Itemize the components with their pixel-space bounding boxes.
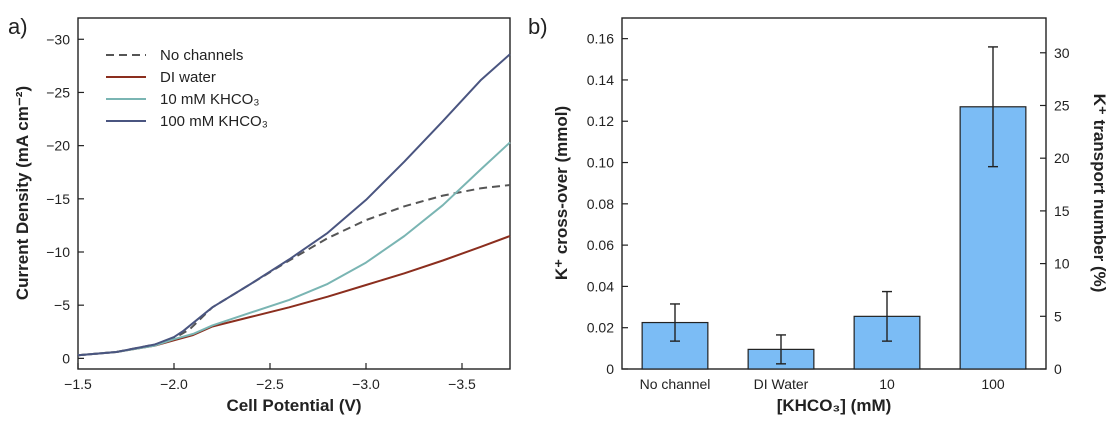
y-tick-label-b: 0	[606, 361, 614, 377]
y-tick-label-a: −25	[46, 84, 70, 100]
y-tick-label-a: 0	[62, 350, 70, 366]
line-chart: −1.5 −2.0 −2.5 −3.0 −3.5 0−5−10−15−20−25−30 …	[13, 17, 511, 415]
y2-tick-label-b: 25	[1054, 97, 1070, 113]
series-lines	[77, 53, 511, 357]
category-label-1: No channel	[640, 376, 711, 392]
y-tick-label-b: 0.08	[587, 196, 614, 212]
x-tick-label-a: −3.5	[448, 376, 476, 392]
y-axis-label-b: K⁺ cross-over (mmol)	[552, 106, 571, 280]
category-label-2: DI Water	[754, 376, 809, 392]
series-line-2	[77, 235, 511, 357]
y-tick-label-a: −5	[54, 297, 70, 313]
legend-label-1: No channels	[160, 47, 243, 64]
x-tick-label-a: −2.0	[160, 376, 188, 392]
y2-tick-label-b: 20	[1054, 150, 1070, 166]
y2-axis-label-b: K⁺ transport number (%)	[1090, 94, 1109, 293]
legend: No channels DI water 10 mM KHCO₃ 100 mM KHC…	[106, 47, 268, 130]
legend-label-4: 100 mM KHCO₃	[160, 113, 268, 130]
y2-tick-label-b: 30	[1054, 45, 1070, 61]
bars: No channel DI Water 10 100	[640, 46, 1027, 392]
y-tick-label-a: −30	[46, 31, 70, 47]
x-tick-label-a: −2.5	[256, 376, 284, 392]
legend-label-3: 10 mM KHCO₃	[160, 91, 259, 108]
category-label-3: 10	[879, 376, 895, 392]
y-tick-label-a: −15	[46, 191, 70, 207]
y-tick-label-a: −20	[46, 138, 70, 154]
y-ticks-b: 0 0.02 0.04 0.06 0.08 0.10 0.12 0.14 0.16	[587, 31, 628, 377]
bar-chart: 0 0.02 0.04 0.06 0.08 0.10 0.12 0.14 0.16 0 5 10 15…	[552, 17, 1109, 415]
x-tick-label-a: −1.5	[64, 376, 92, 392]
y-axis-label-a: Current Density (mA cm⁻²)	[13, 86, 32, 300]
y-tick-label-b: 0.06	[587, 237, 614, 253]
y2-tick-label-b: 0	[1054, 361, 1062, 377]
x-axis-label-b: [KHCO₃] (mM)	[777, 396, 892, 415]
y-tick-label-b: 0.12	[587, 113, 614, 129]
y-tick-label-b: 0.04	[587, 278, 614, 294]
series-line-1	[77, 184, 511, 357]
y2-ticks-b: 0 5 10 15 20 25 30	[1040, 45, 1070, 377]
y2-tick-label-b: 15	[1054, 203, 1070, 219]
series-line-4	[77, 53, 511, 357]
x-ticks-a: −1.5 −2.0 −2.5 −3.0 −3.5	[64, 363, 476, 392]
y-tick-label-b: 0.02	[587, 320, 614, 336]
plot-frame-a	[77, 17, 511, 370]
panel-b-label: b)	[528, 14, 548, 39]
y2-tick-label-b: 5	[1054, 308, 1062, 324]
x-axis-label-a: Cell Potential (V)	[226, 396, 361, 415]
x-tick-label-a: −3.0	[352, 376, 380, 392]
y-tick-label-b: 0.14	[587, 72, 614, 88]
category-label-4: 100	[981, 376, 1005, 392]
panel-a-label: a)	[8, 14, 28, 39]
plot-frame-b	[621, 17, 1047, 370]
legend-label-2: DI water	[160, 69, 216, 86]
y-tick-label-b: 0.16	[587, 31, 614, 47]
series-line-3	[77, 141, 511, 357]
y2-tick-label-b: 10	[1054, 256, 1070, 272]
y-ticks-a: 0 −5 −10 −15 −20 −25 −30	[46, 31, 84, 366]
y-tick-label-b: 0.10	[587, 155, 614, 171]
y-tick-label-a: −10	[46, 244, 70, 260]
